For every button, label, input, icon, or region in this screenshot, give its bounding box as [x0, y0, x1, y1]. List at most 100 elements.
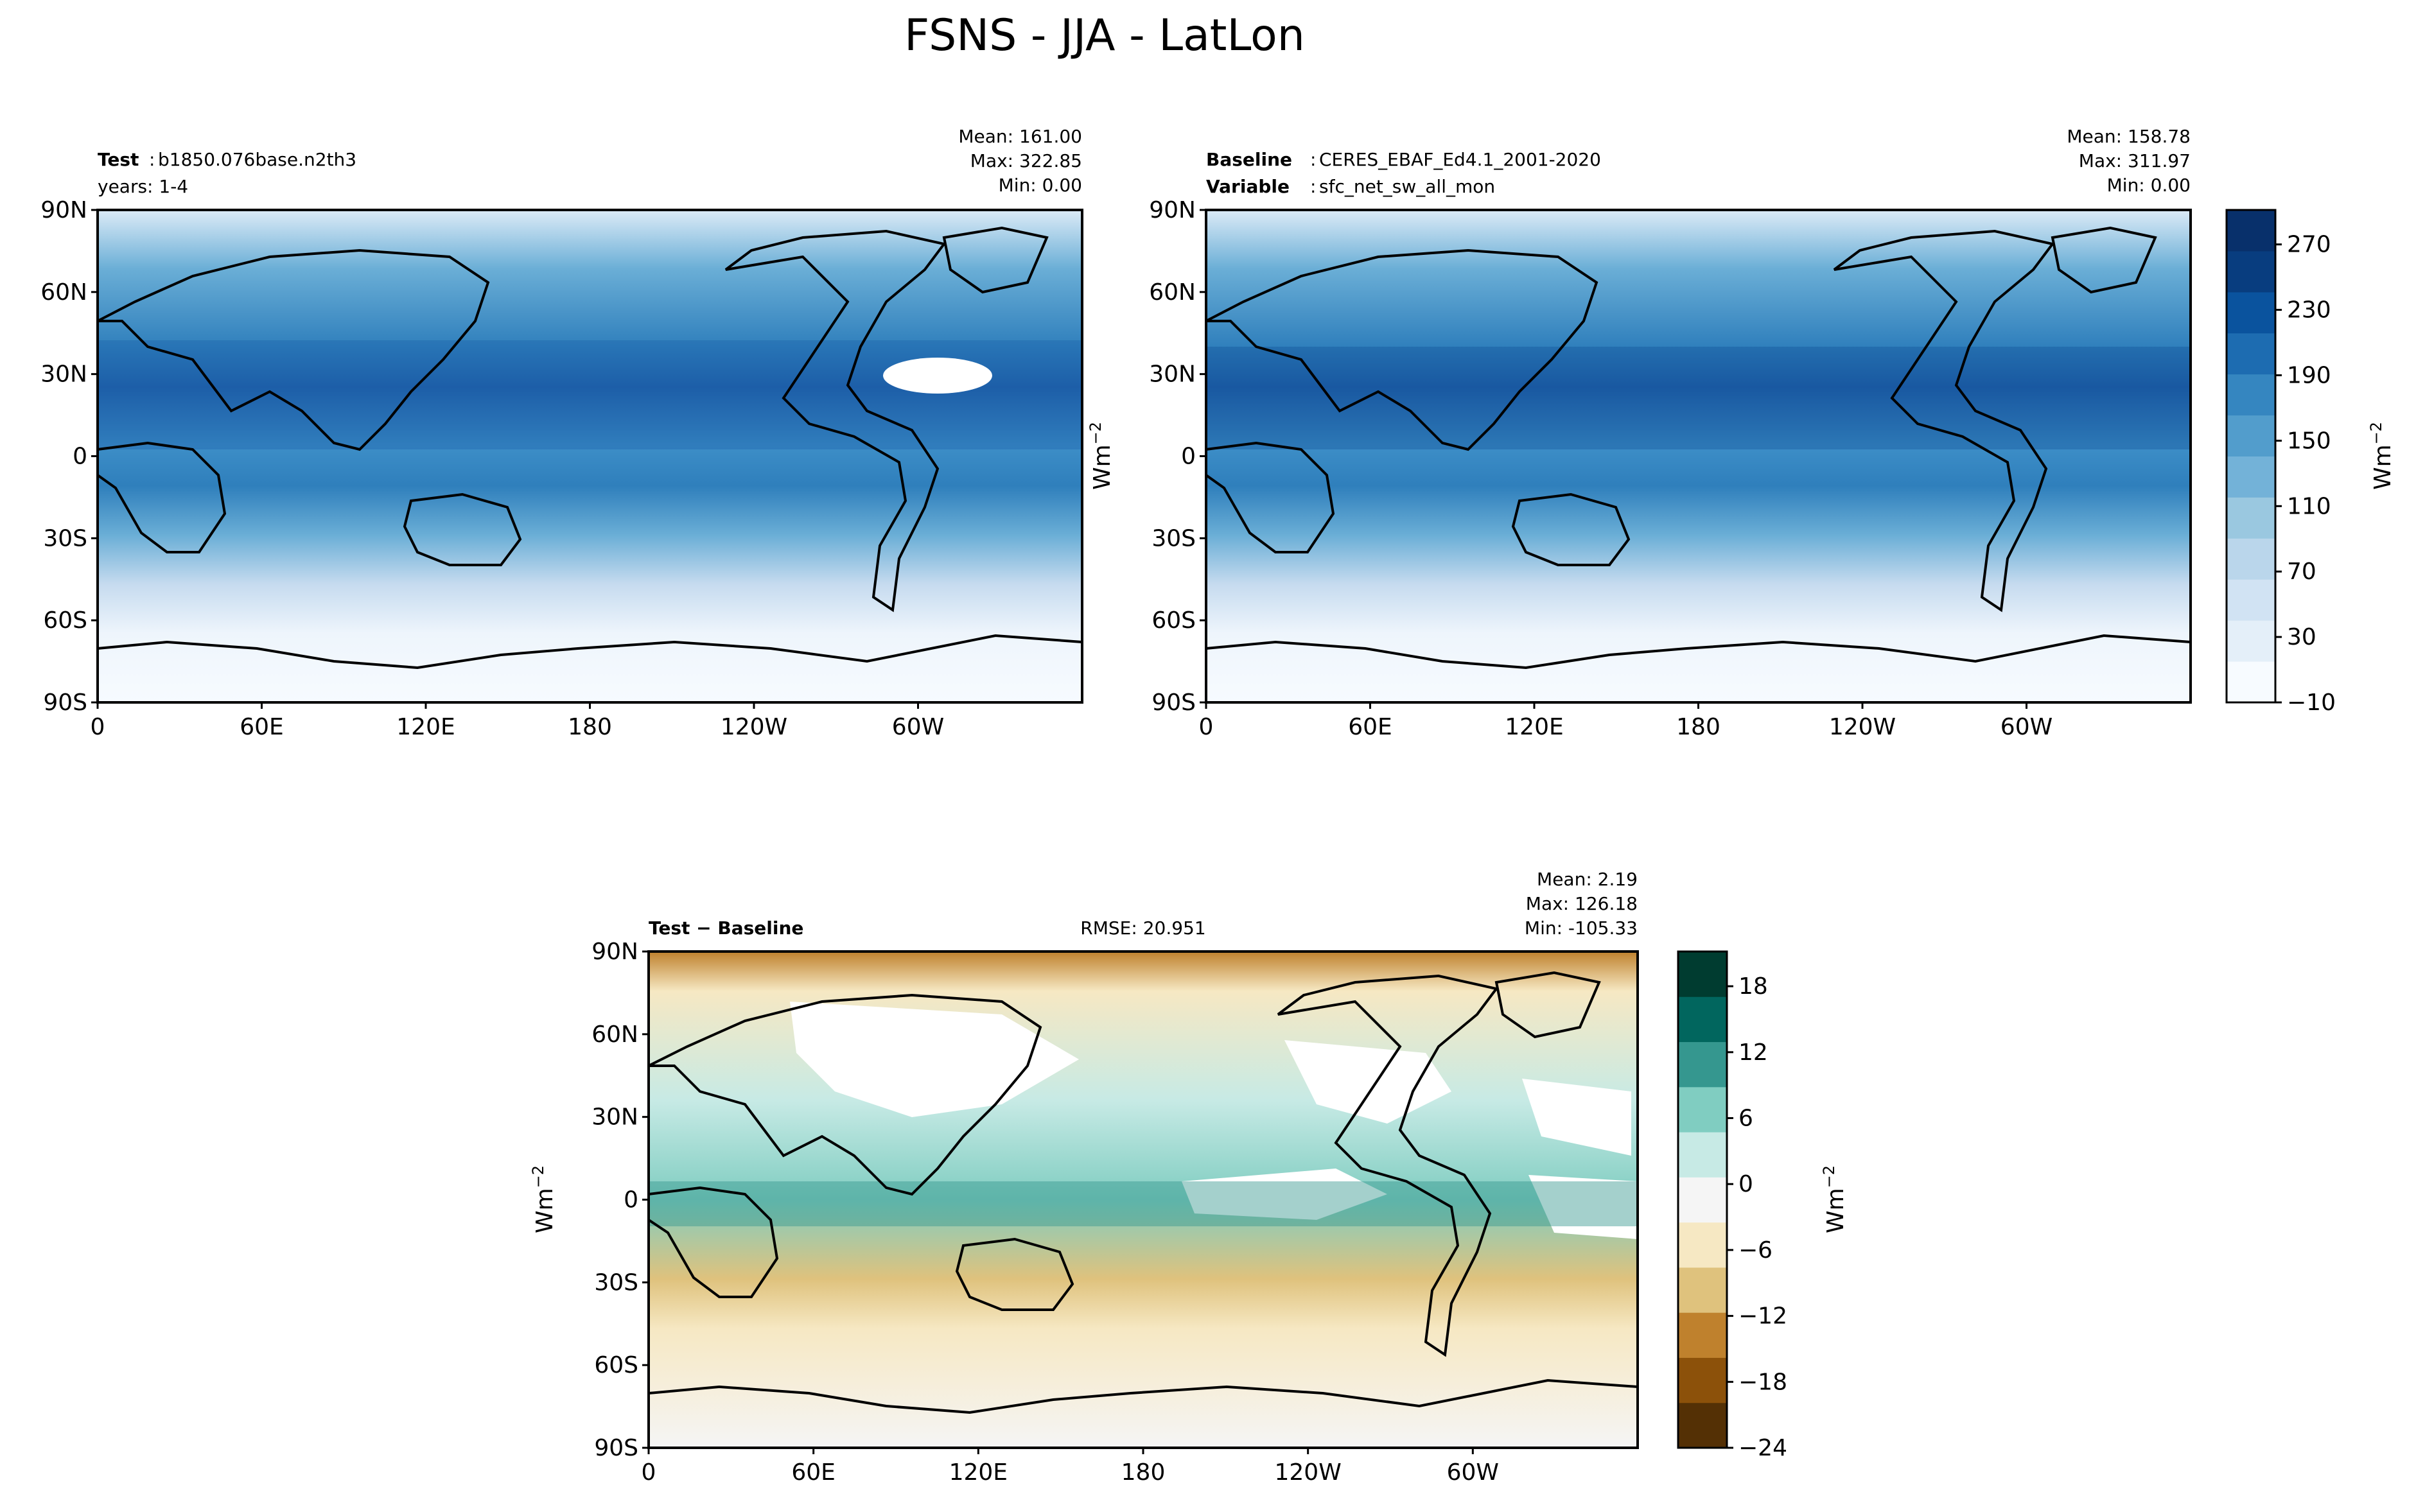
- colorbar-frame: [1677, 950, 1728, 1449]
- colorbar-tick-label: 150: [2287, 428, 2331, 454]
- colorbar-segment: [1678, 1086, 1727, 1133]
- colorbar-segment: [1678, 1041, 1727, 1088]
- diff-side-units-label: Wm−2: [529, 1165, 558, 1233]
- test-missing-region: [883, 358, 992, 394]
- colorbar-tick-label: 18: [1738, 973, 1768, 1000]
- colorbar-tick-label: −6: [1738, 1237, 1773, 1264]
- colorbar-segment: [2227, 497, 2275, 539]
- diff-stat-mean: Mean: 2.19: [1537, 869, 1638, 890]
- figure-title: FSNS - JJA - LatLon: [904, 10, 1305, 61]
- baseline-xticks: 0 60E 120E 180 120W 60W: [1199, 702, 2053, 740]
- ytick-label: 30S: [43, 525, 87, 552]
- diff-white-atlantic: [1522, 1079, 1631, 1156]
- colorbar-segment: [1678, 996, 1727, 1043]
- test-coastline-greenland: [942, 226, 1049, 294]
- xtick-label: 60W: [892, 714, 944, 740]
- xtick-label: 60E: [240, 714, 284, 740]
- ytick-label: 30S: [594, 1269, 638, 1296]
- test-map-field: [98, 210, 1082, 702]
- test-coastline-antarctica: [97, 634, 1083, 670]
- colorbar-segment: [2227, 538, 2275, 580]
- ytick-label: 90S: [1151, 690, 1196, 716]
- diff-coastline-greenland: [1494, 971, 1601, 1039]
- diff-colorbar-label: Wm−2: [1820, 1165, 1849, 1233]
- xtick-label: 60E: [1348, 714, 1392, 740]
- ytick-label: 60S: [1151, 607, 1196, 634]
- diff-stat-min: Min: -105.33: [1525, 917, 1638, 939]
- baseline-variable-bold: Variable: [1206, 176, 1290, 197]
- test-label-years: years: 1-4: [98, 176, 188, 197]
- diff-coastline-africa: [647, 1186, 779, 1298]
- colorbar-segment: [2227, 415, 2275, 456]
- baseline-variable-separator: :: [1310, 176, 1316, 197]
- colorbar-segment: [1678, 1267, 1727, 1313]
- baseline-variable-value: sfc_net_sw_all_mon: [1319, 176, 1495, 197]
- ytick-label: 90N: [40, 197, 87, 223]
- baseline-yticks: 90N 60N 30N 0 30S 60S 90S: [1149, 197, 1206, 716]
- colorbar-tick-label: 0: [1738, 1171, 1753, 1197]
- diff-rmse: RMSE: 20.951: [1080, 917, 1205, 939]
- ytick-label: 90N: [591, 939, 638, 965]
- xtick-label: 180: [1121, 1459, 1166, 1486]
- colorbar-frame: [2225, 209, 2277, 704]
- baseline-coastline-africa: [1205, 441, 1335, 553]
- colorbar-segment: [1678, 1357, 1727, 1403]
- test-coastline-americas: [724, 229, 947, 613]
- xtick-label: 60E: [791, 1459, 836, 1486]
- ytick-label: 60N: [1149, 279, 1196, 306]
- diff-label-bold: Test − Baseline: [649, 917, 803, 939]
- xtick-label: 120W: [721, 714, 787, 740]
- test-stat-min: Min: 0.00: [999, 175, 1082, 196]
- diff-white-north-pacific: [790, 1002, 1079, 1117]
- baseline-label-value: CERES_EBAF_Ed4.1_2001-2020: [1319, 149, 1601, 170]
- panel-baseline: Baseline : CERES_EBAF_Ed4.1_2001-2020 Va…: [1087, 126, 2396, 740]
- xtick-label: 0: [1199, 714, 1214, 740]
- baseline-colorbar: 270 230 190 150 110 70 30 −10: [2225, 209, 2336, 716]
- colorbar-tick-label: 230: [2287, 297, 2331, 324]
- xtick-label: 0: [91, 714, 105, 740]
- colorbar-tick-label: −10: [2287, 690, 2336, 716]
- xtick-label: 120W: [1829, 714, 1896, 740]
- test-xticks: 0 60E 120E 180 120W 60W: [91, 702, 944, 740]
- ytick-label: 0: [73, 444, 87, 470]
- baseline-stat-mean: Mean: 158.78: [2067, 126, 2191, 147]
- colorbar-tick-label: −18: [1738, 1369, 1787, 1395]
- colorbar-tick-label: 110: [2287, 493, 2331, 519]
- ytick-label: 30N: [40, 361, 87, 388]
- ytick-label: 60N: [40, 279, 87, 306]
- colorbar-segment: [1678, 952, 1727, 997]
- colorbar-tick-label: −24: [1738, 1435, 1787, 1461]
- baseline-coastlines: [1205, 226, 2191, 670]
- colorbar-segment: [2227, 250, 2275, 293]
- baseline-coastline-americas: [1833, 229, 2055, 613]
- panel-difference: Test − Baseline RMSE: 20.951 Mean: 2.19 …: [529, 869, 1849, 1486]
- diff-coastline-antarctica: [648, 1378, 1638, 1414]
- panel-test: Test : b1850.076base.n2th3 years: 1-4 Me…: [40, 126, 1083, 740]
- baseline-stat-max: Max: 311.97: [2079, 150, 2191, 171]
- baseline-coastline-greenland: [2051, 226, 2157, 294]
- test-coastlines: [96, 226, 1083, 670]
- colorbar-segment: [2227, 210, 2275, 252]
- test-yticks: 90N 60N 30N 0 30S 60S 90S: [40, 197, 98, 716]
- baseline-core-band: [1206, 347, 2191, 449]
- baseline-map-field: [1206, 210, 2191, 702]
- xtick-label: 180: [568, 714, 612, 740]
- ytick-label: 60S: [43, 607, 87, 634]
- diff-colorbar: 18 12 6 0 −6 −12 −18 −24: [1677, 950, 1787, 1461]
- xtick-label: 60W: [1447, 1459, 1499, 1486]
- colorbar-segment: [2227, 333, 2275, 375]
- diff-teal-band: [649, 1181, 1638, 1226]
- diff-white-south-atlantic: [1528, 1175, 1638, 1239]
- test-stat-max: Max: 322.85: [970, 150, 1082, 171]
- ytick-label: 60S: [594, 1352, 638, 1378]
- xtick-label: 120E: [396, 714, 455, 740]
- baseline-label-bold: Baseline: [1206, 149, 1292, 170]
- ytick-label: 30N: [1149, 361, 1196, 388]
- baseline-colorbar-label: Wm−2: [2367, 422, 2396, 490]
- baseline-label-separator: :: [1310, 149, 1316, 170]
- diff-coastline-eurasia: [648, 993, 1042, 1196]
- xtick-label: 180: [1676, 714, 1720, 740]
- colorbar-segment: [1678, 1402, 1727, 1448]
- xtick-label: 0: [642, 1459, 656, 1486]
